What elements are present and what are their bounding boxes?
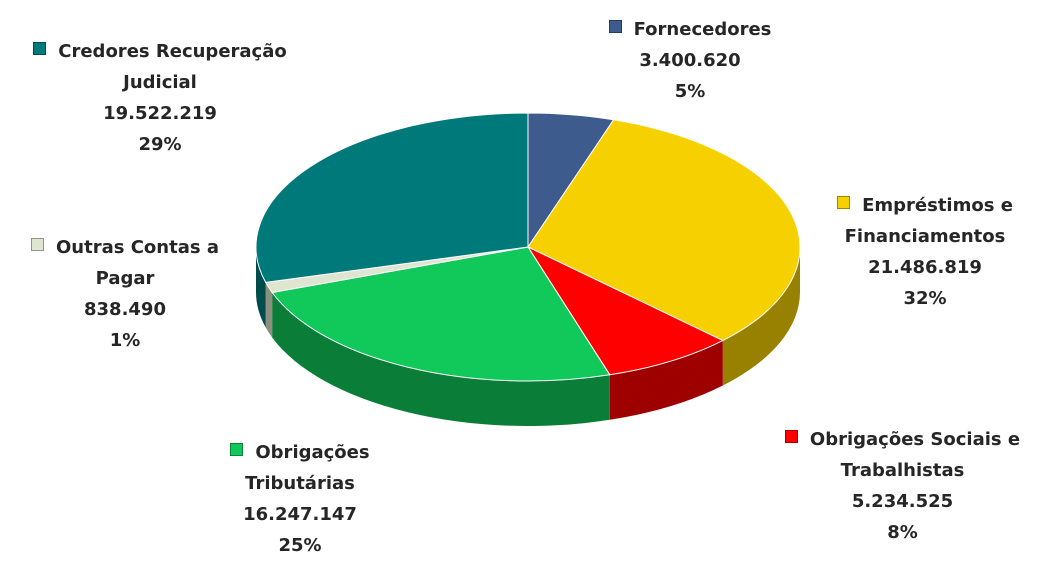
percent-label: 1% (109, 330, 141, 351)
slice-label: Obrigações Tributárias 16.247.147 25% (205, 437, 395, 561)
legend-swatch (837, 196, 851, 209)
percent-label: 25% (278, 535, 322, 556)
legend-swatch (608, 20, 622, 33)
value-label: 838.490 (84, 299, 166, 320)
legend-swatch (230, 443, 244, 456)
category-name: Outras Contas a Pagar (56, 237, 219, 289)
category-name: Obrigações Tributárias (245, 442, 370, 494)
label-name: Obrigações Tributárias (205, 437, 395, 499)
label-name: Fornecedores (560, 14, 820, 45)
value-label: 16.247.147 (243, 504, 357, 525)
label-name: Empréstimos e Financiamentos (815, 190, 1035, 252)
legend-swatch (784, 430, 798, 443)
category-name: Credores Recuperação Judicial (58, 41, 287, 93)
percent-label: 32% (903, 288, 947, 309)
slice (527, 119, 801, 342)
category-name: Empréstimos e Financiamentos (844, 195, 1013, 247)
category-name: Fornecedores (633, 19, 772, 40)
slice-label: Empréstimos e Financiamentos 21.486.819 32… (815, 190, 1035, 314)
slice-side (272, 292, 610, 427)
percent-label: 8% (887, 522, 918, 543)
category-name: Obrigações Sociais e Trabalhistas (809, 429, 1021, 481)
slice-label: Obrigações Sociais e Trabalhistas 5.234.5… (770, 424, 1035, 548)
slice (255, 112, 529, 283)
slice-label: Credores Recuperação Judicial 19.522.219 2… (20, 36, 300, 160)
value-label: 19.522.219 (103, 103, 217, 124)
slice (526, 245, 724, 376)
slice-side (609, 340, 723, 420)
legend-swatch (31, 238, 44, 251)
slice-label: Fornecedores 3.400.620 5% (560, 14, 820, 107)
value-label: 21.486.819 (868, 257, 982, 278)
slice-label: Outras Contas a Pagar 838.490 1% (10, 232, 240, 356)
label-name: Obrigações Sociais e Trabalhistas (770, 424, 1035, 486)
value-label: 5.234.525 (851, 491, 954, 512)
slice-side (256, 247, 266, 328)
legend-swatch (33, 42, 47, 55)
percent-label: 5% (674, 81, 706, 102)
slice (271, 246, 611, 382)
label-name: Outras Contas a Pagar (10, 232, 240, 294)
slice-side (265, 282, 273, 338)
value-label: 3.400.620 (639, 50, 741, 71)
percent-label: 29% (138, 134, 182, 155)
label-name: Credores Recuperação Judicial (20, 36, 300, 98)
